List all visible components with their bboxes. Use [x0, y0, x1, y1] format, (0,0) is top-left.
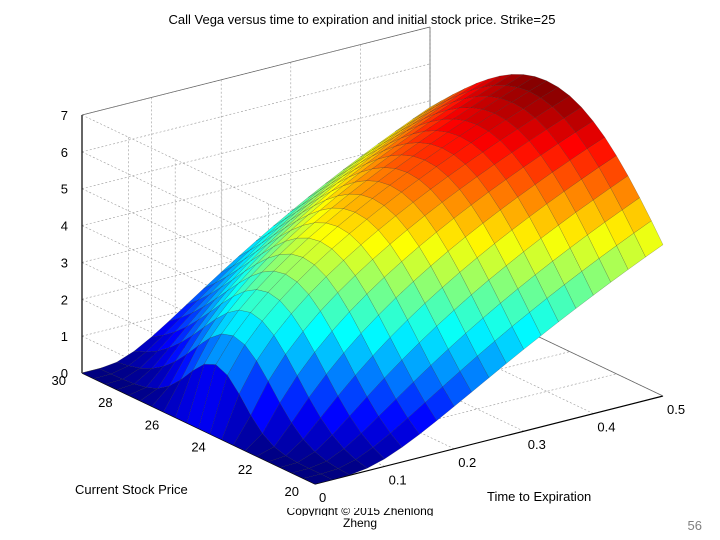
z-tick-label: 7 — [61, 108, 68, 123]
z-tick-label: 0 — [61, 366, 68, 381]
page-number: 56 — [687, 518, 702, 533]
y-axis-label: Current Stock Price — [75, 482, 188, 497]
y-tick-label: 24 — [191, 440, 205, 455]
x-tick-label: 0.3 — [528, 437, 546, 452]
x-tick-label: 0 — [319, 490, 326, 505]
copyright-line-1: Copyright © 2015 Zhenlong — [286, 508, 434, 516]
vega-surface — [81, 74, 664, 485]
x-tick-label: 0.1 — [389, 472, 407, 487]
x-tick-label: 0.4 — [597, 420, 615, 435]
copyright-notice: Copyright © 2015 Zhenlong Zheng — [250, 508, 470, 531]
y-tick-label: 26 — [145, 417, 159, 432]
z-tick-label: 4 — [61, 219, 68, 234]
z-tick-label: 3 — [61, 255, 68, 270]
z-tick-label: 1 — [61, 329, 68, 344]
surface-cell — [633, 220, 664, 258]
x-axis-label: Time to Expiration — [487, 489, 591, 504]
y-tick-label: 20 — [285, 484, 299, 499]
z-tick-label: 2 — [61, 292, 68, 307]
z-tick-label: 6 — [61, 145, 68, 160]
y-tick-label: 22 — [238, 462, 252, 477]
x-tick-label: 0.2 — [458, 455, 476, 470]
chart-title: Call Vega versus time to expiration and … — [169, 12, 556, 27]
x-tick-label: 0.5 — [667, 402, 685, 417]
z-tick-label: 5 — [61, 182, 68, 197]
y-tick-label: 28 — [98, 395, 112, 410]
copyright-line-2: Zheng — [342, 516, 378, 530]
y-tick-label: 30 — [52, 373, 66, 388]
